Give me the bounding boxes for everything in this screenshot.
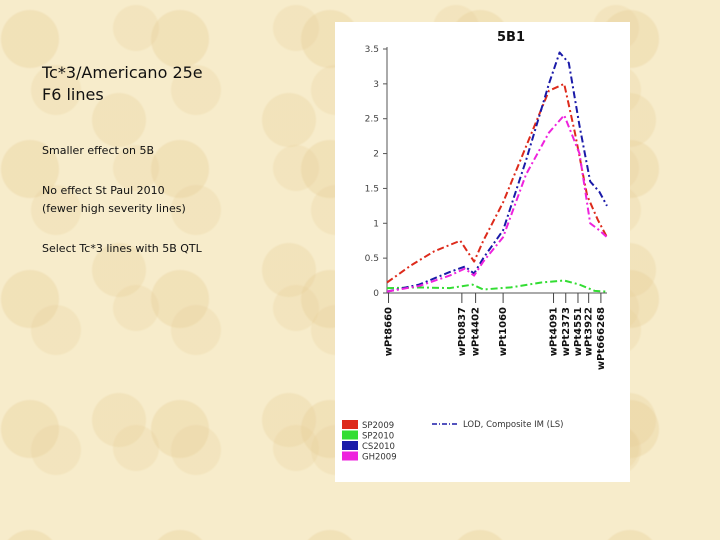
legend-style-label: LOD, Composite IM (LS) — [463, 420, 563, 430]
y-tick-label: 1 — [373, 219, 379, 229]
marker-label-wpt3922: wPt3922 — [584, 307, 595, 356]
chart-title: 5B1 — [497, 30, 525, 45]
series-line-sp2010 — [386, 279, 608, 293]
y-tick-label: 0 — [373, 289, 379, 299]
legend-label-cs2010: CS2010 — [362, 442, 395, 452]
lod-chart: 5B1 0 0.5 1 1.5 2 2.5 3 3.5 wPt8660 wPt0837 wPt44… — [342, 30, 608, 463]
marker-label-wpt8660: wPt8660 — [384, 307, 395, 356]
marker-label-wpt2373: wPt2373 — [561, 307, 572, 356]
marker-label-wpt4091: wPt4091 — [549, 307, 560, 356]
legend-label-gh2009: GH2009 — [362, 453, 397, 463]
marker-label-wpt1060: wPt1060 — [498, 307, 509, 356]
y-tick-label: 3 — [373, 80, 379, 90]
marker-label-wpt4402: wPt4402 — [471, 307, 482, 356]
slide-title: Tc*3/Americano 25e F6 lines — [42, 63, 203, 104]
series-line-cs2010 — [386, 51, 608, 293]
legend-swatch-sp2010 — [342, 430, 358, 440]
series-line-gh2009 — [386, 114, 608, 293]
y-tick-label: 2.5 — [365, 115, 379, 125]
y-tick-label: 0.5 — [365, 254, 379, 264]
y-tick-label: 3.5 — [365, 45, 379, 55]
marker-label-wpt666268: wPt666268 — [596, 307, 607, 370]
series-line-sp2009 — [386, 82, 608, 284]
legend-swatch-cs2010 — [342, 441, 358, 450]
legend-swatch-sp2009 — [342, 420, 358, 429]
legend-swatch-gh2009 — [342, 451, 358, 461]
note-select-lines: Select Tc*3 lines with 5B QTL — [42, 242, 202, 255]
legend-label-sp2010: SP2010 — [362, 432, 394, 442]
note-no-effect: No effect St Paul 2010 (fewer high sever… — [42, 184, 186, 215]
y-tick-label: 2 — [373, 150, 379, 160]
legend-label-sp2009: SP2009 — [362, 421, 394, 431]
marker-label-wpt4551: wPt4551 — [573, 307, 584, 356]
marker-label-wpt0837: wPt0837 — [457, 307, 468, 356]
chart-panel: 5B1 0 0.5 1 1.5 2 2.5 3 3.5 wPt8660 wPt0837 wPt44… — [335, 22, 630, 482]
note-smaller-effect: Smaller effect on 5B — [42, 144, 155, 157]
slide-text-block: Tc*3/Americano 25e F6 lines Smaller effe… — [42, 62, 322, 280]
y-tick-label: 1.5 — [365, 184, 379, 194]
